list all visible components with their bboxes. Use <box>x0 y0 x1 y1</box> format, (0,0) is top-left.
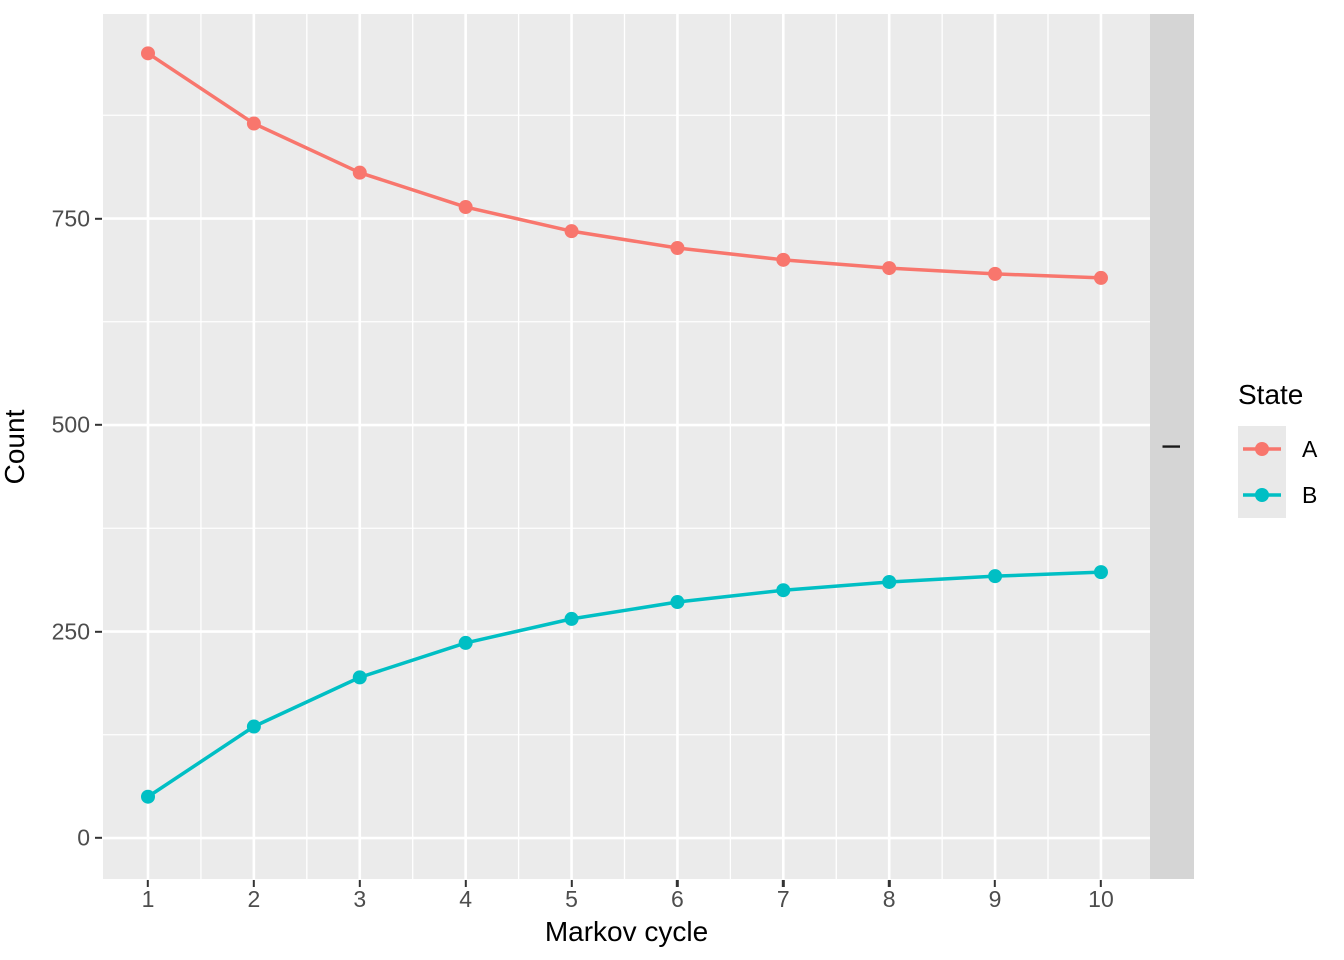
plot-area <box>103 14 1150 879</box>
data-point-B <box>246 719 261 734</box>
x-tick-mark <box>887 880 891 887</box>
facet-strip-label: I <box>1157 443 1186 450</box>
x-tick-label: 10 <box>1088 886 1114 912</box>
x-tick-mark <box>252 880 256 887</box>
x-tick-mark <box>464 880 467 887</box>
x-tick-label: 6 <box>671 886 684 912</box>
plot-panel <box>103 14 1150 879</box>
x-axis-title: Markov cycle <box>544 916 709 947</box>
legend-key-glyph <box>1238 472 1286 518</box>
x-tick-mark <box>993 880 997 887</box>
legend-label: B <box>1302 481 1318 508</box>
x-tick-label: 1 <box>141 886 155 912</box>
x-tick-mark <box>782 880 785 887</box>
data-point-A <box>352 165 367 180</box>
x-tick-mark <box>1099 880 1103 887</box>
data-point-A <box>141 46 156 61</box>
y-tick-label: 500 <box>51 411 90 438</box>
y-tick-label: 0 <box>77 824 90 851</box>
data-point-B <box>458 635 473 650</box>
x-tick-mark <box>676 880 679 887</box>
data-point-B <box>882 574 897 589</box>
x-tick-label: 8 <box>882 886 896 912</box>
legend-item-A: A <box>1238 426 1317 472</box>
x-tick-label: 7 <box>776 886 790 912</box>
x-tick-label: 2 <box>247 886 261 912</box>
data-point-A <box>776 252 791 267</box>
data-point-A <box>246 116 261 131</box>
facet-strip: I <box>1150 14 1194 879</box>
y-tick-label: 250 <box>51 618 90 645</box>
x-tick-label: 9 <box>988 886 1002 912</box>
data-point-A <box>458 200 473 215</box>
legend-item-B: B <box>1238 472 1317 518</box>
data-point-B <box>1093 565 1108 580</box>
y-tick-mark <box>95 217 102 220</box>
x-tick-label: 5 <box>565 886 578 912</box>
data-point-B <box>352 670 367 685</box>
legend-label: A <box>1302 435 1318 462</box>
y-axis-title: Count <box>0 409 30 485</box>
data-point-B <box>670 595 685 610</box>
x-tick-mark <box>146 880 150 887</box>
data-point-A <box>564 224 579 239</box>
x-tick-label: 4 <box>459 886 473 912</box>
y-tick-label: 750 <box>51 205 90 232</box>
y-tick-mark <box>95 423 102 427</box>
data-point-A <box>882 261 897 276</box>
y-tick-mark <box>95 836 102 840</box>
data-point-A <box>1093 270 1108 285</box>
x-tick-label: 3 <box>353 886 367 912</box>
x-tick-mark <box>570 880 573 887</box>
y-tick-mark <box>95 630 102 633</box>
data-point-B <box>776 583 791 598</box>
legend-title: State <box>1238 379 1304 410</box>
series-line-B <box>147 570 1102 799</box>
legend-key-glyph <box>1238 426 1286 472</box>
data-point-B <box>988 569 1003 584</box>
data-point-B <box>141 789 156 804</box>
data-point-A <box>988 266 1003 281</box>
data-point-B <box>564 611 579 626</box>
data-point-A <box>670 241 685 256</box>
series-line-A <box>147 51 1102 280</box>
x-tick-mark <box>358 880 361 887</box>
